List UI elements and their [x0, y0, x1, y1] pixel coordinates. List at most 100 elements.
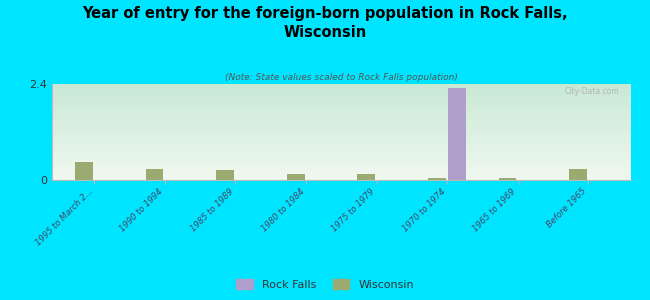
- Bar: [52, 125, 630, 126]
- Bar: [52, 162, 630, 163]
- Bar: [52, 152, 630, 153]
- Bar: [216, 170, 234, 180]
- Bar: [52, 121, 630, 122]
- Bar: [52, 98, 630, 99]
- Bar: [52, 140, 630, 141]
- Bar: [52, 117, 630, 118]
- Bar: [52, 176, 630, 177]
- Bar: [52, 85, 630, 86]
- Bar: [52, 154, 630, 155]
- Bar: [52, 88, 630, 89]
- Bar: [52, 154, 630, 155]
- Bar: [52, 113, 630, 114]
- Bar: [287, 174, 305, 180]
- Bar: [52, 172, 630, 173]
- Bar: [52, 141, 630, 142]
- Bar: [52, 103, 630, 104]
- Bar: [448, 88, 466, 180]
- Text: City-Data.com: City-Data.com: [564, 87, 619, 96]
- Bar: [52, 148, 630, 149]
- Bar: [52, 122, 630, 123]
- Bar: [52, 174, 630, 175]
- Bar: [52, 145, 630, 146]
- Bar: [428, 178, 446, 180]
- Bar: [52, 142, 630, 143]
- Bar: [52, 166, 630, 167]
- Text: (Note: State values scaled to Rock Falls population): (Note: State values scaled to Rock Falls…: [225, 73, 458, 82]
- Bar: [52, 130, 630, 131]
- Bar: [52, 170, 630, 171]
- Bar: [52, 135, 630, 136]
- Bar: [52, 108, 630, 109]
- Bar: [52, 163, 630, 164]
- Bar: [52, 146, 630, 147]
- Bar: [52, 165, 630, 166]
- Bar: [52, 118, 630, 119]
- Bar: [52, 107, 630, 108]
- Bar: [52, 89, 630, 90]
- Legend: Rock Falls, Wisconsin: Rock Falls, Wisconsin: [231, 275, 419, 294]
- Bar: [52, 132, 630, 133]
- Bar: [52, 131, 630, 132]
- Bar: [52, 158, 630, 159]
- Bar: [52, 102, 630, 103]
- Bar: [52, 104, 630, 105]
- Bar: [52, 173, 630, 174]
- Bar: [52, 149, 630, 150]
- Bar: [52, 143, 630, 144]
- Bar: [52, 105, 630, 106]
- Bar: [52, 116, 630, 117]
- Bar: [52, 160, 630, 161]
- Bar: [52, 136, 630, 137]
- Bar: [52, 95, 630, 96]
- Text: Year of entry for the foreign-born population in Rock Falls,
Wisconsin: Year of entry for the foreign-born popul…: [82, 6, 568, 40]
- Bar: [52, 144, 630, 145]
- Bar: [52, 94, 630, 95]
- Bar: [52, 167, 630, 168]
- Bar: [52, 138, 630, 139]
- Bar: [75, 162, 93, 180]
- Bar: [52, 111, 630, 112]
- Bar: [569, 169, 587, 180]
- Bar: [52, 115, 630, 116]
- Bar: [146, 169, 163, 180]
- Bar: [52, 157, 630, 158]
- Bar: [52, 91, 630, 92]
- Bar: [499, 178, 516, 180]
- Bar: [52, 159, 630, 160]
- Bar: [52, 112, 630, 113]
- Bar: [52, 100, 630, 101]
- Bar: [52, 137, 630, 138]
- Bar: [52, 156, 630, 157]
- Bar: [52, 133, 630, 134]
- Bar: [52, 179, 630, 180]
- Bar: [52, 93, 630, 94]
- Bar: [52, 90, 630, 91]
- Bar: [52, 101, 630, 102]
- Bar: [52, 161, 630, 162]
- Bar: [358, 174, 375, 180]
- Bar: [52, 169, 630, 170]
- Bar: [52, 86, 630, 87]
- Bar: [52, 110, 630, 111]
- Bar: [52, 168, 630, 169]
- Bar: [52, 128, 630, 129]
- Bar: [52, 177, 630, 178]
- Bar: [52, 178, 630, 179]
- Bar: [52, 164, 630, 165]
- Bar: [52, 139, 630, 140]
- Bar: [52, 84, 630, 85]
- Bar: [52, 114, 630, 115]
- Bar: [52, 147, 630, 148]
- Bar: [52, 151, 630, 152]
- Bar: [52, 87, 630, 88]
- Bar: [52, 119, 630, 120]
- Bar: [52, 106, 630, 107]
- Bar: [52, 99, 630, 100]
- Bar: [52, 134, 630, 135]
- Bar: [52, 150, 630, 151]
- Bar: [52, 96, 630, 97]
- Bar: [52, 155, 630, 156]
- Bar: [52, 97, 630, 98]
- Bar: [52, 126, 630, 127]
